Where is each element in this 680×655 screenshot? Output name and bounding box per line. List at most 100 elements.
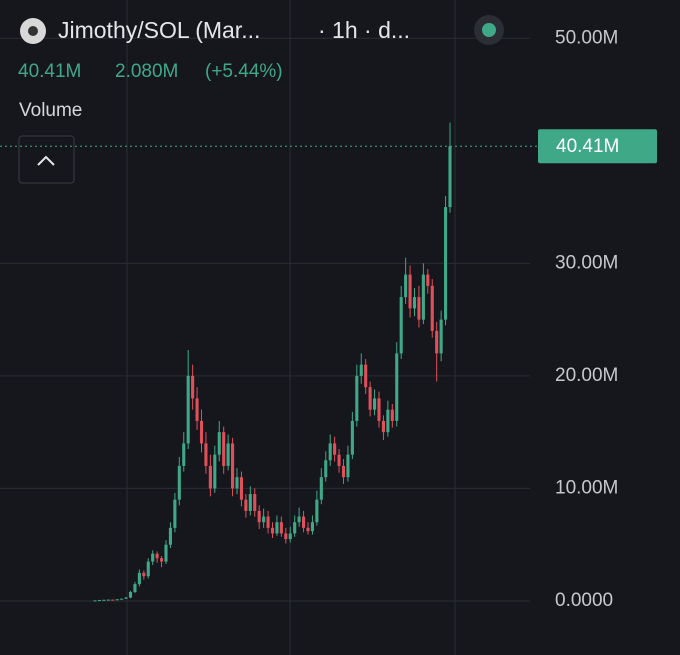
candle-body	[319, 477, 323, 500]
candle-body	[350, 420, 354, 455]
candle-body	[239, 477, 243, 500]
candle-body	[399, 297, 403, 354]
candle-body	[328, 443, 332, 461]
legend-last: 40.41M	[18, 61, 81, 82]
candle-body	[381, 420, 385, 433]
candle-body	[435, 330, 439, 354]
candle-body	[146, 561, 150, 577]
last-price-label: 40.41M	[556, 136, 619, 157]
y-tick-label: 0.0000	[555, 590, 613, 611]
candle-body	[199, 420, 204, 444]
candle-body	[128, 591, 133, 598]
candle-body	[395, 353, 399, 421]
candle-body	[155, 553, 159, 559]
candle-body	[355, 375, 359, 421]
candle-body	[262, 516, 266, 523]
vertical-grid	[126, 0, 456, 655]
token-icon-detail	[28, 26, 38, 36]
candle-body	[222, 432, 226, 466]
candle-body	[324, 460, 328, 478]
candle-body	[430, 285, 434, 331]
y-tick-label: 50.00M	[555, 27, 618, 48]
y-tick-label: 30.00M	[555, 252, 618, 273]
candle-body	[368, 387, 372, 410]
last-price-box	[538, 129, 657, 164]
candle-body	[191, 375, 195, 399]
candle-body	[253, 494, 257, 511]
candle-body	[137, 572, 141, 585]
candle-body	[106, 599, 110, 601]
candle-body	[439, 319, 443, 354]
interval: · 1h · d...	[318, 17, 410, 43]
candle-body	[93, 600, 97, 602]
candle-body	[120, 598, 124, 600]
candle-body	[213, 454, 217, 489]
candle-body	[390, 409, 394, 421]
candle-body	[266, 516, 270, 528]
candle-body	[408, 274, 412, 309]
candle-body	[124, 597, 128, 599]
candle-body	[359, 364, 363, 376]
chevron-icon	[37, 155, 55, 166]
candle-body	[421, 274, 425, 320]
status-dot	[482, 23, 496, 37]
candle-body	[404, 274, 408, 298]
candle-body	[142, 572, 146, 577]
candle-body	[173, 499, 177, 528]
collapse-button[interactable]	[18, 135, 75, 184]
candle-body	[248, 494, 252, 511]
candle-body	[377, 398, 381, 421]
candle-body	[315, 499, 319, 523]
grid: 0.0000 10.00M 20.00M 30.00M 50.00M	[0, 27, 618, 611]
candle-body	[302, 516, 306, 528]
candle-body	[257, 510, 261, 523]
candle-body	[111, 599, 115, 601]
candle-body	[275, 522, 279, 534]
candle-body	[341, 465, 346, 478]
candle-body	[373, 398, 377, 410]
candle-body	[204, 443, 208, 466]
candle-body	[306, 527, 310, 532]
candle-body	[160, 558, 164, 562]
candle-body	[310, 522, 314, 532]
candle-body	[217, 432, 221, 455]
candle-body	[186, 375, 190, 444]
y-tick-label: 20.00M	[555, 365, 618, 386]
legend-change: 2.080M	[115, 61, 178, 82]
candles	[93, 122, 452, 602]
candle-body	[293, 522, 297, 534]
candle-body	[284, 533, 288, 540]
candle-body	[231, 443, 235, 489]
candle-body	[235, 477, 239, 489]
candle-body	[444, 207, 448, 320]
candle-body	[297, 516, 301, 523]
candle-body	[448, 146, 452, 208]
candle-body	[337, 454, 341, 466]
candle-body	[115, 599, 119, 601]
candle-body	[333, 443, 337, 455]
candle-body	[177, 465, 181, 500]
candle-body	[417, 297, 421, 320]
candle-body	[426, 274, 430, 286]
indicator: Volume	[19, 100, 82, 121]
candle-body	[208, 465, 212, 489]
candle-body	[168, 527, 172, 545]
candle-body	[346, 454, 350, 478]
candle-body	[364, 364, 368, 388]
candle-body	[226, 443, 230, 466]
candle-body	[270, 527, 275, 534]
candle-body	[244, 499, 248, 511]
legend-change-pct: (+5.44%)	[205, 61, 283, 82]
candle-body	[164, 544, 168, 562]
y-tick-label: 10.00M	[555, 477, 618, 498]
candle-body	[133, 584, 137, 592]
candle-body	[195, 398, 199, 421]
candle-body	[97, 600, 101, 602]
candle-body	[386, 409, 390, 433]
candle-body	[279, 522, 283, 534]
candle-body	[102, 599, 106, 601]
candle-body	[412, 297, 417, 309]
price-tag: 40.41M	[0, 129, 657, 164]
